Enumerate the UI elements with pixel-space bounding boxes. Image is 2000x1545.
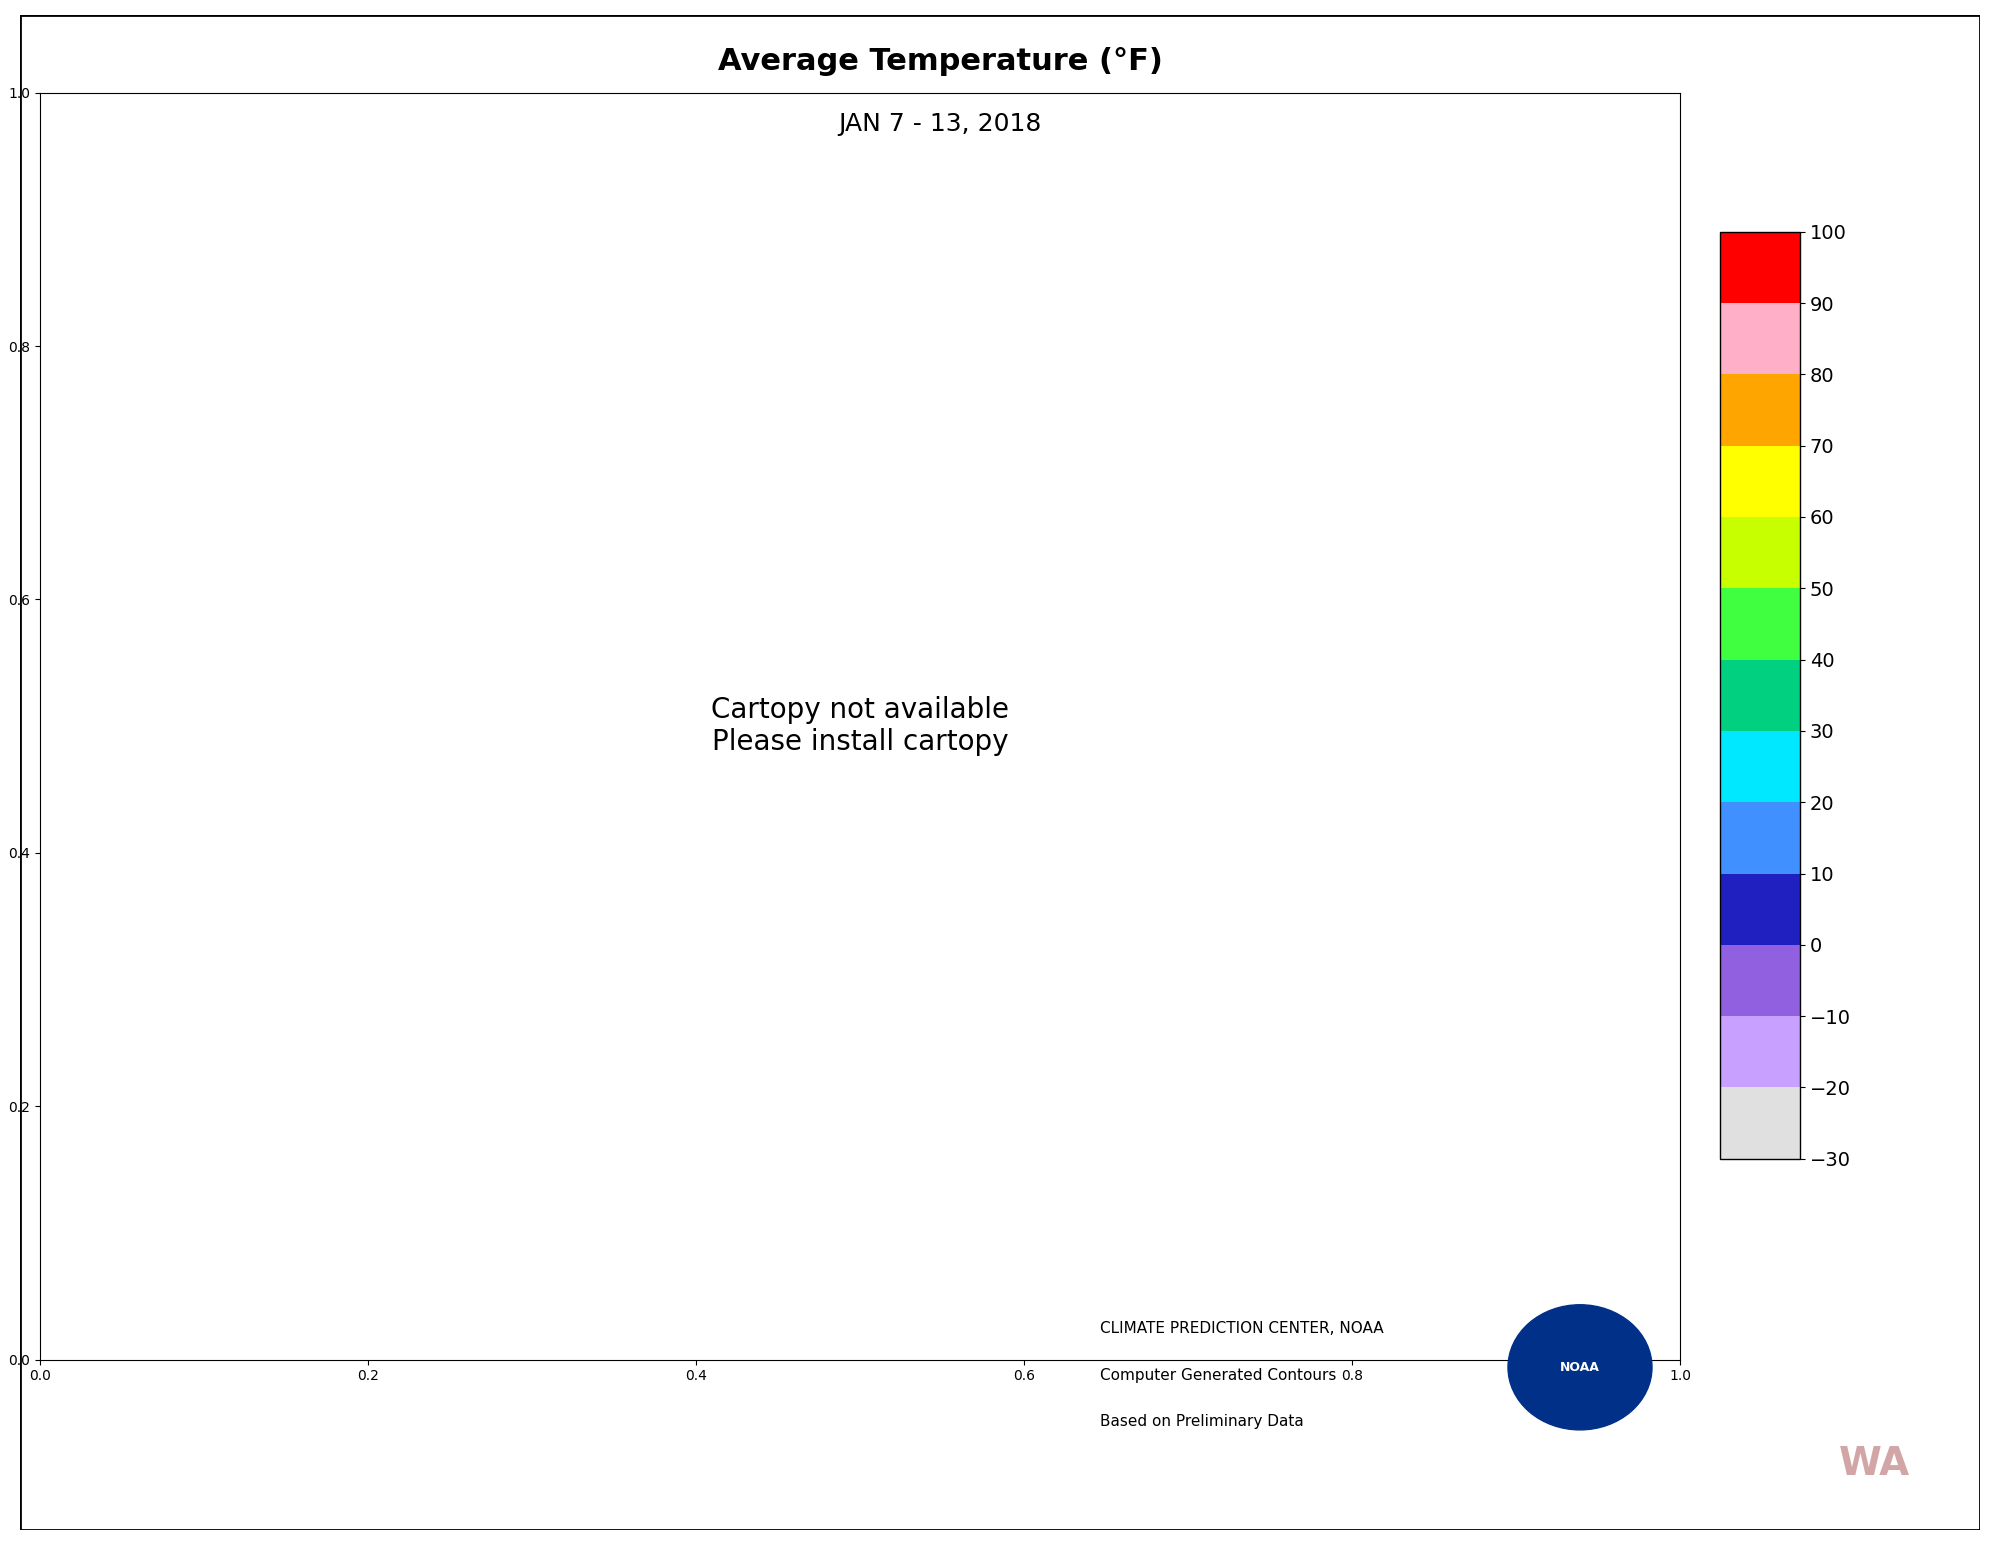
Text: WA: WA (1838, 1445, 1910, 1483)
Text: Average Temperature (°F): Average Temperature (°F) (718, 48, 1162, 76)
Text: CLIMATE PREDICTION CENTER, NOAA: CLIMATE PREDICTION CENTER, NOAA (1100, 1321, 1384, 1336)
Text: JAN 7 - 13, 2018: JAN 7 - 13, 2018 (838, 111, 1042, 136)
Circle shape (1508, 1304, 1652, 1431)
Text: NOAA: NOAA (1560, 1361, 1600, 1374)
Text: Computer Generated Contours: Computer Generated Contours (1100, 1367, 1336, 1383)
Text: Based on Preliminary Data: Based on Preliminary Data (1100, 1414, 1304, 1429)
Text: Cartopy not available
Please install cartopy: Cartopy not available Please install car… (712, 695, 1010, 757)
